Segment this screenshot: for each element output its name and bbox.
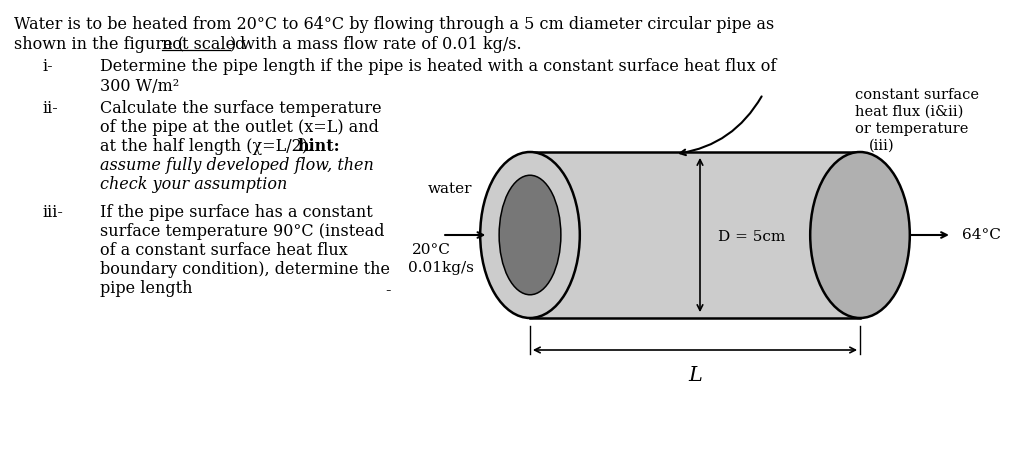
Ellipse shape	[810, 152, 910, 318]
Text: -: -	[386, 282, 391, 299]
Text: not scaled: not scaled	[162, 36, 246, 53]
Text: pipe length: pipe length	[100, 280, 192, 297]
Text: If the pipe surface has a constant: If the pipe surface has a constant	[100, 204, 373, 221]
Text: of the pipe at the outlet (x=L) and: of the pipe at the outlet (x=L) and	[100, 119, 379, 136]
Text: 20°C: 20°C	[412, 243, 451, 257]
Text: constant surface: constant surface	[855, 88, 979, 102]
Text: heat flux (i&ii): heat flux (i&ii)	[855, 105, 963, 119]
Text: 0.01kg/s: 0.01kg/s	[408, 261, 474, 275]
Text: D = 5cm: D = 5cm	[718, 230, 785, 244]
Text: Water is to be heated from 20°C to 64°C by flowing through a 5 cm diameter circu: Water is to be heated from 20°C to 64°C …	[14, 16, 774, 33]
Text: 300 W/m²: 300 W/m²	[100, 78, 179, 95]
Text: or temperature: or temperature	[855, 122, 968, 136]
Text: i-: i-	[42, 58, 52, 75]
Polygon shape	[530, 152, 860, 318]
Text: Determine the pipe length if the pipe is heated with a constant surface heat flu: Determine the pipe length if the pipe is…	[100, 58, 776, 75]
Text: at the half length (χ=L/2).: at the half length (χ=L/2).	[100, 138, 319, 155]
Text: ii-: ii-	[42, 100, 58, 117]
Text: surface temperature 90°C (instead: surface temperature 90°C (instead	[100, 223, 384, 240]
Text: (iii): (iii)	[869, 139, 894, 153]
Text: shown in the figure (: shown in the figure (	[14, 36, 184, 53]
Text: 64°C: 64°C	[962, 228, 1000, 242]
Text: water: water	[429, 182, 473, 196]
Text: of a constant surface heat flux: of a constant surface heat flux	[100, 242, 347, 259]
Text: assume fully developed flow, then: assume fully developed flow, then	[100, 157, 374, 174]
Ellipse shape	[500, 175, 561, 295]
Text: Calculate the surface temperature: Calculate the surface temperature	[100, 100, 381, 117]
Text: check your assumption: check your assumption	[100, 176, 287, 193]
Ellipse shape	[480, 152, 580, 318]
Text: L: L	[688, 366, 702, 385]
Text: hint:: hint:	[298, 138, 340, 155]
Text: iii-: iii-	[42, 204, 63, 221]
Text: boundary condition), determine the: boundary condition), determine the	[100, 261, 390, 278]
Text: ) with a mass flow rate of 0.01 kg/s.: ) with a mass flow rate of 0.01 kg/s.	[230, 36, 521, 53]
